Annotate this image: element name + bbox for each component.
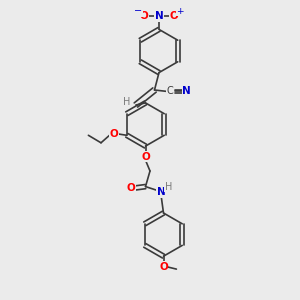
Text: O: O [169,11,178,22]
Text: O: O [141,152,150,162]
Text: N: N [154,11,164,22]
Text: O: O [140,11,148,22]
Text: N: N [182,86,191,97]
Text: O: O [110,129,118,139]
Text: O: O [159,262,168,272]
Text: C: C [167,86,173,97]
Text: H: H [165,182,172,192]
Text: H: H [123,97,130,107]
Text: −: − [134,6,142,16]
Text: O: O [127,183,136,193]
Text: +: + [176,7,184,16]
Text: N: N [157,187,166,197]
